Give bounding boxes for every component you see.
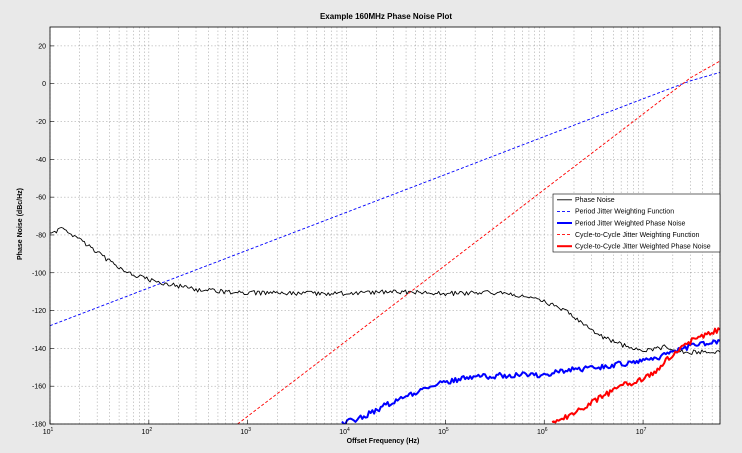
legend-label: Period Jitter Weighted Phase Noise [575, 220, 685, 227]
legend-label: Cycle-to-Cycle Jitter Weighted Phase Noi… [575, 244, 711, 251]
y-tick-label: 0 [42, 81, 46, 88]
legend-box [552, 193, 721, 253]
series-line-cycle-to-cycle-jitter-weighted-phase-noise [551, 327, 720, 424]
chart-title: Example 160MHz Phase Noise Plot [320, 12, 452, 21]
y-tick-label: -40 [36, 157, 46, 164]
legend-label: Period Jitter Weighting Function [575, 209, 674, 216]
x-axis-title: Offset Frequency (Hz) [347, 438, 420, 445]
series-line-period-jitter-weighted-phase-noise [341, 339, 720, 424]
y-tick-label: 20 [38, 43, 46, 50]
y-tick-label: -160 [32, 384, 46, 391]
legend-label: Cycle-to-Cycle Jitter Weighting Function [575, 232, 699, 239]
x-tick-label: 105 [438, 427, 449, 436]
y-tick-label: -180 [32, 422, 46, 429]
y-tick-label: -140 [32, 346, 46, 353]
x-tick-label: 106 [537, 427, 548, 436]
y-tick-label: -20 [36, 119, 46, 126]
series-layer [50, 60, 720, 424]
y-tick-label: -100 [32, 270, 46, 277]
x-tick-label: 102 [142, 427, 153, 436]
series-line-phase-noise [50, 227, 720, 355]
series-line-period-jitter-weighting-function [50, 71, 720, 327]
y-tick-label: -120 [32, 308, 46, 315]
series-line-cycle-to-cycle-jitter-weighting-function [237, 60, 720, 424]
x-tick-label: 107 [636, 427, 647, 436]
legend-label: Phase Noise [575, 197, 615, 204]
x-tick-label: 103 [240, 427, 251, 436]
y-tick-label: -80 [36, 232, 46, 239]
y-tick-label: -60 [36, 195, 46, 202]
x-tick-label: 104 [339, 427, 350, 436]
y-axis-title: Phase Noise (dBc/Hz) [17, 188, 24, 260]
legend: Phase Noise Period Jitter Weighting Funct… [552, 193, 721, 253]
x-tick-label: 101 [43, 427, 54, 436]
